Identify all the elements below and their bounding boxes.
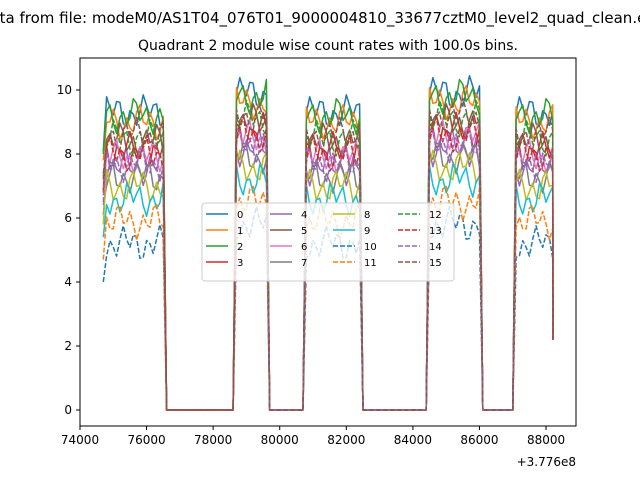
x-tick-label: 88000 [527, 433, 565, 447]
x-tick-label: 78000 [194, 433, 232, 447]
x-tick-label: 76000 [127, 433, 165, 447]
x-axis: 74000 76000 78000 80000 82000 84000 86000 88000 [61, 426, 565, 447]
y-tick-label: 6 [64, 211, 72, 225]
legend-label-15: 15 [429, 258, 442, 269]
legend-label-14: 14 [429, 242, 442, 253]
x-tick-label: 86000 [460, 433, 498, 447]
legend-label-1: 1 [237, 226, 243, 237]
legend-label-5: 5 [301, 226, 307, 237]
y-axis: 0 2 4 6 8 10 [57, 83, 80, 417]
axes-frame [79, 57, 577, 427]
figure-suptitle: Data from file: modeM0/AS1T04_076T01_900… [0, 9, 640, 28]
series-line-9 [102, 163, 554, 411]
legend-label-7: 7 [301, 258, 307, 269]
x-tick-label: 74000 [61, 433, 99, 447]
legend-label-3: 3 [237, 258, 243, 269]
legend-label-2: 2 [237, 242, 243, 253]
legend-label-9: 9 [364, 226, 370, 237]
legend-label-12: 12 [429, 210, 442, 221]
legend-label-4: 4 [301, 210, 307, 221]
x-offset-label: +3.776e8 [517, 455, 576, 469]
y-tick-label: 0 [64, 403, 72, 417]
series-line-12 [102, 99, 554, 411]
y-tick-label: 2 [64, 339, 72, 353]
x-tick-label: 82000 [327, 433, 365, 447]
y-tick-label: 4 [64, 275, 72, 289]
legend-label-11: 11 [364, 258, 377, 269]
chart-title: Quadrant 2 module wise count rates with … [138, 38, 518, 54]
legend-label-0: 0 [237, 210, 243, 221]
y-tick-label: 10 [57, 83, 72, 97]
legend-label-13: 13 [429, 226, 442, 237]
legend-label-6: 6 [301, 242, 307, 253]
x-tick-label: 80000 [261, 433, 299, 447]
series-line-15 [102, 97, 554, 411]
legend-label-8: 8 [364, 210, 370, 221]
x-tick-label: 84000 [394, 433, 432, 447]
legend-box [201, 202, 455, 282]
y-tick-label: 8 [64, 147, 72, 161]
legend-label-10: 10 [364, 242, 377, 253]
